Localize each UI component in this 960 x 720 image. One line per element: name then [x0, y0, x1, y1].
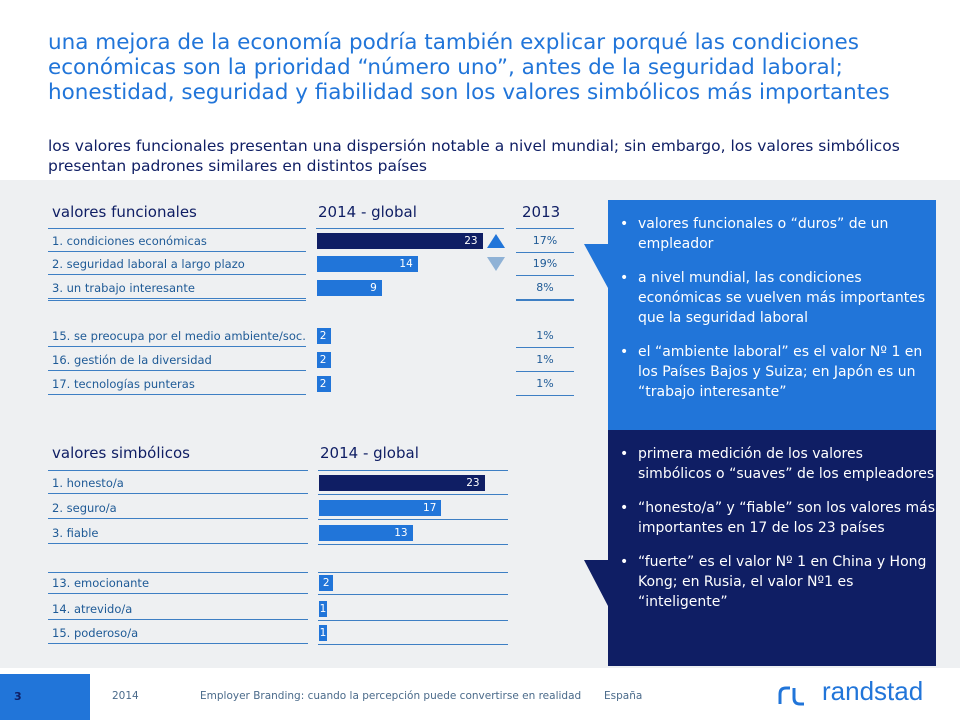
symbolic-separator	[48, 572, 308, 573]
symbolic-label-topline	[48, 470, 308, 471]
symbolic-bar-separator	[318, 572, 508, 573]
symbolic-bar-topline	[318, 470, 508, 471]
panel-bullet-text: el “ambiente laboral” es el valor Nº 1 e…	[638, 344, 923, 400]
functional-bar-topline	[316, 228, 504, 229]
functional-2013-header: 2013	[522, 203, 561, 221]
page-subtitle: los valores funcionales presentan una di…	[48, 137, 900, 175]
footer-year: 2014	[112, 690, 139, 702]
symbolic-row-label: 2. seguro/a	[48, 497, 308, 519]
functional-bar: 9	[317, 280, 382, 296]
functional-2013-value: 1%	[516, 373, 574, 396]
trend-up-icon	[487, 234, 505, 248]
functional-row-label: 2. seguridad laboral a largo plazo	[48, 253, 306, 275]
symbolic-row-label: 13. emocionante	[48, 572, 308, 594]
bullet-icon: •	[620, 216, 629, 232]
functional-2013-value: 8%	[516, 277, 574, 300]
randstad-logo-text: randstad	[822, 676, 924, 706]
symbolic-bar: 17	[319, 500, 442, 516]
panel-bullet: • primera medición de los valores simbóli…	[616, 444, 936, 484]
symbolic-section-title: valores simbólicos	[52, 444, 190, 462]
symbolic-bar-rule	[318, 622, 508, 645]
functional-2013-value: 1%	[516, 325, 574, 348]
symbolic-bar-rule	[318, 572, 508, 595]
symbolic-bar-rule	[318, 522, 508, 545]
functional-pct-separator	[516, 300, 574, 301]
panel-bullet: • el “ambiente laboral” es el valor Nº 1 …	[616, 342, 936, 402]
bullet-icon: •	[620, 446, 629, 462]
functional-row-label: 3. un trabajo interesante	[48, 277, 306, 299]
symbolic-bar: 13	[319, 525, 413, 541]
footer	[0, 668, 960, 720]
symbolic-bar-rule	[318, 497, 508, 520]
symbolic-bar: 23	[319, 475, 485, 491]
page-number: 3	[14, 690, 22, 703]
panel-top: • valores funcionales o “duros” de un emp…	[616, 214, 936, 416]
functional-row-label: 1. condiciones económicas	[48, 230, 306, 252]
symbolic-bar-rule	[318, 598, 508, 621]
panel-bullet-text: “honesto/a” y “fiable” son los valores m…	[638, 500, 936, 536]
panel-bottom: • primera medición de los valores simbóli…	[616, 444, 936, 626]
functional-bar: 14	[317, 256, 418, 272]
functional-bar: 2	[317, 352, 332, 368]
bullet-icon: •	[620, 500, 629, 516]
footer-text: Employer Branding: cuando la percepción …	[200, 690, 582, 702]
panel-bullet: • “honesto/a” y “fiable” son los valores …	[616, 498, 936, 538]
functional-label-topline	[48, 228, 306, 229]
panel-bottom-shape	[584, 430, 936, 666]
bullet-icon: •	[620, 554, 629, 570]
functional-row-label: 17. tecnologías punteras	[48, 373, 306, 395]
functional-2013-value: 17%	[516, 230, 574, 253]
panel-bullet-text: “fuerte” es el valor Nº 1 en China y Hon…	[638, 554, 927, 610]
randstad-logo-icon	[778, 686, 804, 706]
functional-pct-topline	[516, 228, 574, 229]
symbolic-row-label: 14. atrevido/a	[48, 598, 308, 620]
bullet-icon: •	[620, 270, 629, 286]
symbolic-global-header: 2014 - global	[320, 444, 419, 462]
functional-bar: 2	[317, 328, 332, 344]
functional-bar: 23	[317, 233, 483, 249]
symbolic-bar: 1	[319, 625, 327, 641]
functional-separator	[48, 300, 306, 301]
symbolic-bar: 1	[319, 601, 327, 617]
panel-bullet-text: a nivel mundial, las condiciones económi…	[638, 270, 926, 326]
functional-section-title: valores funcionales	[52, 203, 197, 221]
footer-country: España	[604, 690, 643, 702]
symbolic-bar: 2	[319, 575, 334, 591]
panel-bullet: • valores funcionales o “duros” de un emp…	[616, 214, 936, 254]
functional-global-header: 2014 - global	[318, 203, 417, 221]
symbolic-row-label: 15. poderoso/a	[48, 622, 308, 644]
page-number-box	[0, 674, 90, 720]
functional-row-label: 16. gestión de la diversidad	[48, 349, 306, 371]
symbolic-row-label: 3. fiable	[48, 522, 308, 544]
trend-down-icon	[487, 257, 505, 271]
functional-row-label: 15. se preocupa por el medio ambiente/so…	[48, 325, 306, 347]
bullet-icon: •	[620, 344, 629, 360]
panel-bullet-text: primera medición de los valores simbólic…	[638, 446, 935, 482]
symbolic-bar-rule	[318, 472, 508, 495]
panel-bullet-text: valores funcionales o “duros” de un empl…	[638, 216, 889, 252]
functional-2013-value: 1%	[516, 349, 574, 372]
functional-2013-value: 19%	[516, 253, 574, 276]
panel-bullet: • “fuerte” es el valor Nº 1 en China y Ho…	[616, 552, 936, 612]
symbolic-row-label: 1. honesto/a	[48, 472, 308, 494]
panel-top-shape	[584, 200, 936, 430]
page-title: una mejora de la economía podría también…	[48, 30, 890, 105]
functional-bar: 2	[317, 376, 332, 392]
panel-bullet: • a nivel mundial, las condiciones económ…	[616, 268, 936, 328]
